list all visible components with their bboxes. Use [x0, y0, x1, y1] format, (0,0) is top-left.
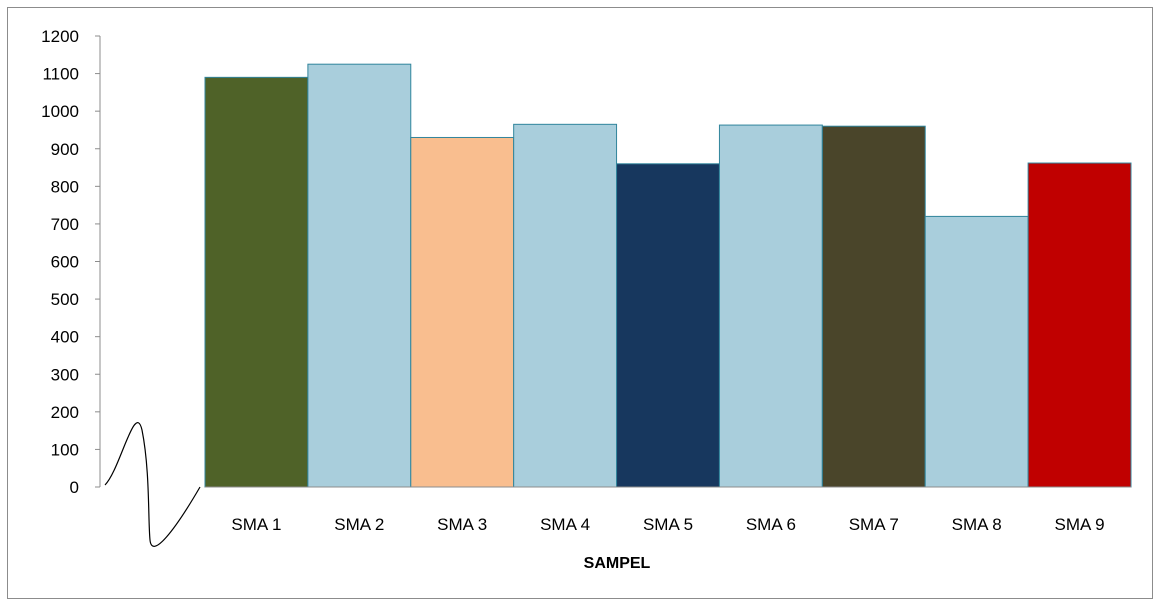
x-tick-label: SMA 3 [437, 515, 487, 534]
x-tick-label: SMA 6 [746, 515, 796, 534]
x-tick-label: SMA 5 [643, 515, 693, 534]
axis-break-mark [104, 422, 201, 547]
y-tick-label: 100 [51, 440, 79, 459]
y-tick-label: 700 [51, 215, 79, 234]
bar-sma-7 [821, 125, 926, 488]
y-tick-label: 1000 [41, 102, 79, 121]
y-tick-label: 500 [51, 290, 79, 309]
y-tick-label: 1100 [42, 65, 79, 84]
y-tick-label: 0 [70, 478, 79, 497]
x-tick-label: SMA 9 [1055, 515, 1105, 534]
bars [204, 63, 1132, 488]
x-tick-label: SMA 2 [334, 515, 384, 534]
bar-sma-3 [410, 136, 515, 488]
bar-sma-8 [924, 215, 1029, 488]
bar-sma-6 [718, 124, 823, 488]
y-tick-label: 1200 [41, 27, 79, 46]
y-tick-label: 400 [51, 328, 79, 347]
y-tick-label: 200 [51, 403, 79, 422]
bar-sma-1 [204, 76, 309, 488]
bar-sma-4 [513, 123, 618, 488]
x-tick-label: SMA 8 [952, 515, 1002, 534]
x-tick-label: SMA 4 [540, 515, 590, 534]
y-tick-label: 600 [51, 253, 79, 272]
x-axis-title: SAMPEL [584, 555, 651, 572]
y-axis: 0 100 200 300 400 500 600 700 800 900 1000 1100 1200 [41, 27, 101, 497]
bar-sma-9 [1027, 162, 1132, 488]
bar-sma-2 [307, 63, 412, 488]
x-tick-label: SMA 7 [849, 515, 899, 534]
y-tick-label: 900 [51, 140, 79, 159]
bar-sma-5 [616, 163, 720, 488]
x-axis: SMA 1 SMA 2 SMA 3 SMA 4 SMA 5 SMA 6 SMA 7 SMA 8… [205, 486, 1131, 534]
y-tick-label: 300 [51, 365, 79, 384]
y-tick-label: 800 [51, 177, 79, 196]
x-tick-label: SMA 1 [231, 515, 281, 534]
